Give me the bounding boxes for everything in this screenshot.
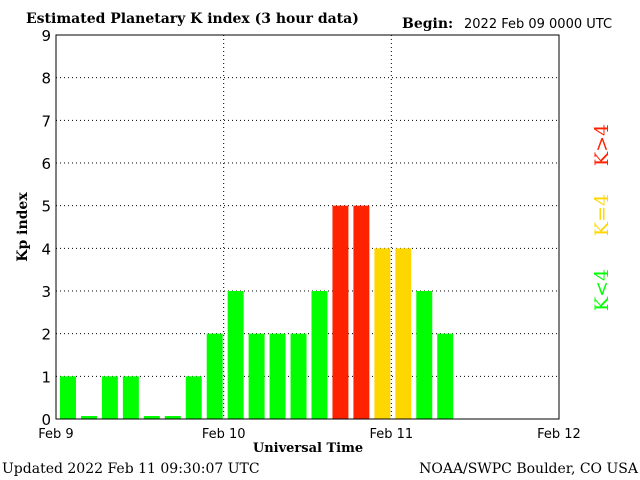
y-tick-label: 1 [41,368,51,386]
x-axis-label: Universal Time [253,441,363,456]
legend-entry: K<4 [591,269,613,311]
kp-bar [101,376,118,419]
grid-lines [56,35,559,419]
y-tick-label: 3 [41,283,51,301]
begin-value: 2022 Feb 09 0000 UTC [464,17,612,32]
kp-bar [122,376,139,419]
kp-bar [290,333,307,419]
source-credit: NOAA/SWPC Boulder, CO USA [419,461,639,477]
kp-bar [395,248,412,419]
kp-bar [227,291,244,419]
y-tick-label: 5 [41,198,51,216]
x-tick-labels: Feb 9 Feb 10 Feb 11 Feb 12 [38,427,581,442]
x-tick-label: Feb 12 [537,427,581,442]
y-tick-labels: 0 1 2 3 4 5 6 7 8 9 [41,27,51,429]
y-tick-label: 9 [41,27,51,45]
kp-bar [206,333,223,419]
kp-bar [437,333,454,419]
begin-label: Begin: [402,16,453,32]
kp-bar [60,376,76,419]
kp-bar [311,291,328,419]
kp-bar [416,291,433,419]
kp-bar [185,376,202,419]
kp-bar [332,205,349,419]
chart-title: Estimated Planetary K index (3 hour data… [26,11,359,27]
kp-bar [164,416,181,419]
bars [60,205,454,419]
kp-bar [374,248,391,419]
y-tick-label: 4 [41,240,51,258]
kp-bar [248,333,265,419]
y-tick-label: 2 [41,326,51,344]
kp-bar [353,205,370,419]
updated-timestamp: Updated 2022 Feb 11 09:30:07 UTC [2,461,260,477]
y-tick-label: 7 [41,112,51,130]
x-tick-label: Feb 9 [38,427,73,442]
legend-entry: K>4 [591,124,613,166]
y-tick-label: 6 [41,155,51,173]
kp-bar [80,416,97,419]
legend: K<4 K=4 K>4 [591,124,613,311]
kp-bar [143,416,160,419]
y-tick-label: 0 [41,411,51,429]
y-axis-label: Kp index [15,192,31,262]
x-tick-label: Feb 11 [369,427,413,442]
legend-entry: K=4 [591,194,613,236]
x-tick-label: Feb 10 [202,427,246,442]
y-tick-label: 8 [41,70,51,88]
kp-bar [269,333,286,419]
plot-frame [55,34,560,420]
